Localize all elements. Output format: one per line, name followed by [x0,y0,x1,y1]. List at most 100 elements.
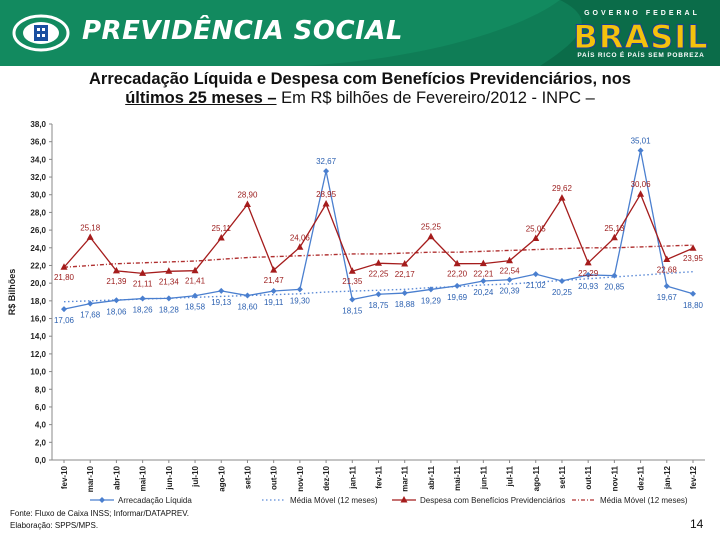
point-arrecadacao [270,288,277,295]
point-arrecadacao [165,295,172,302]
point-arrecadacao [218,287,225,294]
point-arrecadacao [192,292,199,299]
y-tick-label: 22,0 [30,261,46,270]
point-arrecadacao [139,295,146,302]
data-label-arrecadacao: 35,01 [631,136,652,145]
x-tick-label: set-10 [243,465,252,489]
x-tick-label: abr-10 [112,465,121,490]
data-label-arrecadacao: 19,69 [447,293,468,302]
data-label-arrecadacao: 18,88 [395,300,416,309]
data-label-despesa: 22,17 [395,270,416,279]
point-arrecadacao [375,291,382,298]
previdencia-logo-icon [12,14,70,52]
governo-federal-logo: GOVERNO FEDERAL BRASIL PAÍS RICO É PAÍS … [568,6,714,62]
data-label-arrecadacao: 20,93 [578,282,599,291]
y-tick-label: 12,0 [30,350,46,359]
x-tick-label: nov-10 [296,465,305,491]
point-despesa [584,258,592,266]
x-tick-label: mai-11 [453,465,462,490]
y-tick-label: 26,0 [30,226,46,235]
point-despesa [479,259,487,267]
data-label-despesa: 25,25 [421,223,442,232]
data-label-arrecadacao: 19,67 [657,293,678,302]
point-arrecadacao [454,282,461,289]
slide-title: Arrecadação Líquida e Despesa com Benefí… [10,70,710,108]
gov-slogan-text: PAÍS RICO É PAÍS SEM POBREZA [577,52,705,59]
data-label-despesa: 28,90 [237,190,258,199]
point-arrecadacao [611,272,618,279]
data-label-arrecadacao: 19,30 [290,296,311,305]
y-tick-label: 2,0 [35,438,47,447]
y-tick-label: 16,0 [30,315,46,324]
source-note: Fonte: Fluxo de Caixa INSS; Informar/DAT… [10,508,189,532]
data-label-despesa: 28,95 [316,190,337,199]
data-label-arrecadacao: 20,25 [552,288,573,297]
data-label-despesa: 22,25 [368,269,389,278]
x-tick-label: ago-10 [217,465,226,491]
header-bar: PREVIDÊNCIA SOCIAL GOVERNO FEDERAL BRASI… [0,0,720,66]
x-tick-label: jan-11 [348,465,357,489]
y-tick-label: 18,0 [30,297,46,306]
point-despesa [637,190,645,197]
point-despesa [191,266,199,274]
data-label-despesa: 25,13 [604,224,625,233]
point-arrecadacao [61,306,67,313]
point-despesa [453,259,461,267]
data-label-despesa: 21,47 [264,276,285,285]
data-label-arrecadacao: 18,06 [106,307,127,316]
header-wave-decoration [0,0,720,66]
data-label-despesa: 21,41 [185,277,206,286]
data-label-despesa: 22,54 [500,267,521,276]
y-tick-label: 38,0 [30,120,46,129]
point-arrecadacao [690,290,696,297]
x-tick-label: abr-11 [427,465,436,489]
source-line-1: Fonte: Fluxo de Caixa INSS; Informar/DAT… [10,509,190,518]
x-tick-label: jun-11 [479,465,488,490]
data-label-arrecadacao: 18,60 [237,303,258,312]
point-despesa [243,200,251,207]
point-arrecadacao [663,283,670,290]
data-label-arrecadacao: 20,39 [500,287,521,296]
y-tick-label: 14,0 [30,332,46,341]
point-arrecadacao [532,271,539,278]
point-despesa [139,269,147,276]
page-number: 14 [690,517,704,531]
point-arrecadacao [558,277,565,284]
y-tick-label: 30,0 [30,191,46,200]
data-label-arrecadacao: 18,15 [342,307,363,316]
title-line-1: Arrecadação Líquida e Despesa com Benefí… [89,70,631,88]
data-label-arrecadacao: 19,29 [421,296,442,305]
title-period: últimos 25 meses – [125,89,277,107]
point-arrecadacao [585,271,592,278]
y-tick-label: 6,0 [35,403,47,412]
data-label-arrecadacao: 18,58 [185,303,206,312]
brand-title: PREVIDÊNCIA SOCIAL [82,16,403,46]
x-tick-label: jan-12 [663,465,672,490]
data-label-despesa: 22,29 [578,269,599,278]
point-despesa [348,267,356,274]
x-tick-label: jul-11 [506,465,515,487]
data-label-arrecadacao: 19,11 [264,298,284,307]
point-despesa [270,266,278,273]
point-despesa [663,255,671,262]
data-label-arrecadacao: 17,06 [54,316,75,325]
point-despesa [375,259,382,266]
data-label-despesa: 25,18 [80,223,101,232]
y-tick-label: 4,0 [35,421,47,430]
point-despesa [401,259,409,267]
x-tick-label: mar-11 [401,465,410,491]
data-label-arrecadacao: 17,68 [80,311,101,320]
point-despesa [86,233,94,240]
data-label-despesa: 29,62 [552,184,573,193]
data-label-despesa: 24,06 [290,233,311,242]
data-label-arrecadacao: 19,13 [211,298,232,307]
x-tick-label: dez-11 [637,465,646,490]
point-despesa [112,266,120,274]
data-label-despesa: 22,68 [657,265,678,274]
y-tick-label: 36,0 [30,138,46,147]
legend-label: Média Móvel (12 meses) [600,496,688,505]
y-tick-label: 32,0 [30,173,46,182]
x-tick-label: fev-10 [60,465,69,489]
data-label-despesa: 23,95 [683,254,704,263]
data-label-despesa: 21,34 [159,277,180,286]
